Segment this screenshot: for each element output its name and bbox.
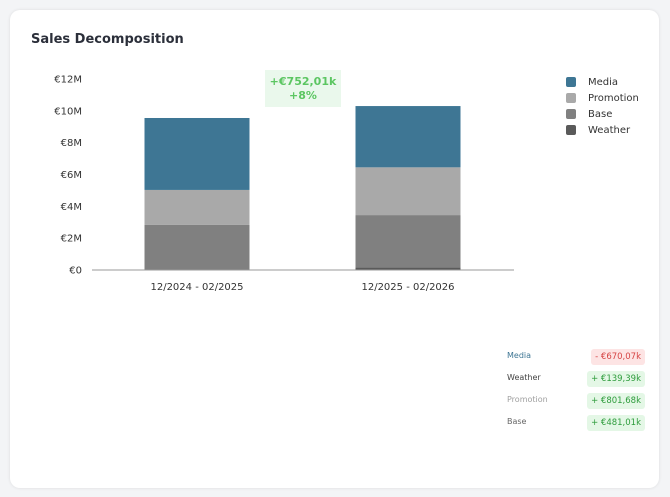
summary-value-promotion: + €801,68k bbox=[587, 393, 645, 409]
summary-row-base: Base + €481,01k bbox=[507, 415, 645, 431]
chart-title: Sales Decomposition bbox=[31, 32, 184, 47]
bar-segment-weather bbox=[355, 267, 461, 270]
summary-value-base: + €481,01k bbox=[587, 415, 645, 431]
difference-badge: +€752,01k +8% bbox=[265, 70, 341, 107]
legend-label-base: Base bbox=[588, 108, 613, 120]
bar-segment-base bbox=[144, 224, 250, 270]
x-tick-label: 12/2025 - 02/2026 bbox=[361, 282, 454, 293]
summary-label-base: Base bbox=[507, 417, 527, 426]
legend-swatch-weather bbox=[566, 125, 576, 135]
legend-item-promotion[interactable]: Promotion bbox=[566, 90, 639, 106]
stacked-bar-chart: €0 €2M €4M €6M €8M €10M €12M 12/2024 - 02/2025 1… bbox=[54, 75, 514, 293]
summary-value-media: - €670,07k bbox=[591, 349, 645, 365]
y-tick-label: €12M bbox=[54, 75, 82, 86]
sales-decomposition-card: Sales Decomposition €0 €2M €4M €6M €8M €10M €1… bbox=[10, 10, 659, 488]
y-tick-label: €4M bbox=[61, 202, 82, 213]
bar-segment-media bbox=[355, 106, 461, 168]
legend-label-weather: Weather bbox=[588, 124, 631, 136]
summary-label-weather: Weather bbox=[507, 373, 541, 382]
legend-label-promotion: Promotion bbox=[588, 92, 639, 104]
chart-legend: Media Promotion Base Weather bbox=[566, 74, 639, 138]
summary-row-weather: Weather + €139,39k bbox=[507, 371, 645, 387]
legend-item-base[interactable]: Base bbox=[566, 106, 639, 122]
y-tick-label: €10M bbox=[54, 106, 82, 117]
difference-percent: +8% bbox=[289, 88, 317, 102]
y-tick-label: €6M bbox=[61, 170, 82, 181]
legend-item-weather[interactable]: Weather bbox=[566, 122, 639, 138]
y-tick-label: €8M bbox=[61, 138, 82, 149]
bar-segment-base bbox=[355, 215, 461, 268]
y-tick-label: €2M bbox=[61, 234, 82, 245]
difference-amount: +€752,01k bbox=[269, 74, 337, 88]
summary-label-promotion: Promotion bbox=[507, 395, 548, 404]
summary-row-media: Media - €670,07k bbox=[507, 349, 645, 365]
legend-swatch-media bbox=[566, 77, 576, 87]
summary-value-weather: + €139,39k bbox=[587, 371, 645, 387]
bar-segment-promotion bbox=[355, 167, 461, 216]
x-tick-label: 12/2024 - 02/2025 bbox=[150, 282, 243, 293]
bar-segment-promotion bbox=[144, 189, 250, 225]
legend-swatch-base bbox=[566, 109, 576, 119]
y-tick-label: €0 bbox=[69, 266, 82, 277]
summary-label-media: Media bbox=[507, 351, 532, 360]
legend-label-media: Media bbox=[588, 76, 619, 88]
summary-row-promotion: Promotion + €801,68k bbox=[507, 393, 645, 409]
bar-segment-media bbox=[144, 117, 250, 190]
legend-item-media[interactable]: Media bbox=[566, 74, 639, 90]
legend-swatch-promotion bbox=[566, 93, 576, 103]
